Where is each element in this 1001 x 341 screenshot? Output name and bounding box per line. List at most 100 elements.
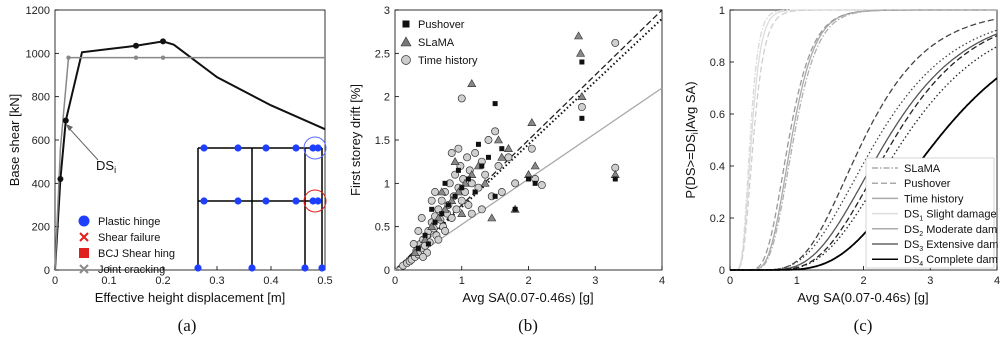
legend-label: SLaMA [418,37,455,49]
panel-b-x-tick-label: 2 [525,275,531,287]
pushover-point [476,142,481,147]
legend-label: Time history [904,193,964,205]
time-history-point [482,171,489,178]
pushover-point [439,211,444,216]
panel-c-x-tick-label: 4 [994,275,1000,287]
panel-b-ylabel: First storey drift [%] [348,84,363,196]
panel-b: 0 1 2 3 400.511.522.53 PushoverSLaMATime his… [348,5,665,335]
panel-a-x-tick-label: 0.1 [101,275,116,287]
legend-square-marker [403,21,410,28]
time-history-point [468,210,475,217]
pushover-point [459,185,464,190]
curve-marker-grey [66,55,70,59]
time-history-point [419,253,426,260]
legend-label: DS4 Complete dam [904,254,998,268]
panel-a-y-tick-label: 200 [32,222,50,234]
panel-c-y-tick-label: 0 [719,265,725,277]
panel-b-y-tick-label: 2.5 [375,48,390,60]
legend-label: Time history [418,55,478,67]
slama-point [531,162,539,169]
legend-label: Joint cracking [98,264,165,276]
panel-c-y-tick-label: 0.4 [710,161,725,173]
time-history-point [428,197,435,204]
hinge [318,264,325,271]
pushover-point [513,207,518,212]
ds-i-arrowhead [66,124,73,131]
time-history-point [441,227,448,234]
pushover-point [446,203,451,208]
panel-a-x-tick-label: 0.4 [263,275,278,287]
legend-label-base: DS [904,209,919,221]
curve-marker [57,176,63,182]
panel-b-y-tick-label: 1 [384,178,390,190]
panel-a-label: (a) [178,316,197,335]
legend-label-base: DS [904,254,919,266]
legend-label: Pushover [418,19,465,31]
panel-c-x-tick-label: 1 [794,275,800,287]
legend-label: DS2 Moderate dam [904,224,997,238]
panel-c-x-tick-label: 0 [727,275,733,287]
curve-marker [160,38,166,44]
time-history-point [458,95,465,102]
legend-label: DS1 Slight damage [904,209,997,223]
pushover-point [493,194,498,199]
panel-a-x-tick-label: 0.3 [209,275,224,287]
panel-c-y-tick-label: 0.6 [710,109,725,121]
pushover-point [486,155,491,160]
slama-point [577,49,585,56]
time-history-point [465,201,472,208]
pushover-point [479,164,484,169]
curve-marker [63,118,69,124]
panel-b-y-tick-label: 2 [384,92,390,104]
pushover-point [416,246,421,251]
panel-b-label: (b) [518,316,538,335]
legend-circle-marker [402,56,411,65]
panel-a-axes-box [55,10,325,270]
panel-a-ticks: 0 0.1 0.2 0.3 0.4 0.5 0 200 400 600 800 1000 1200 [26,5,333,287]
panel-c-y-tick-label: 0.2 [710,213,725,225]
hinge [314,144,321,151]
slama-point [504,145,512,152]
panel-c-ylabel: P(DS>=DSi|Avg SA) [683,81,700,198]
time-history-point [495,162,502,169]
slama-point [468,80,476,87]
panel-c-x-tick-label: 2 [860,275,866,287]
legend-label-rest: Extensive dam [923,239,998,251]
panel-a-legend: Plastic hinge Shear failure BCJ Shear hing… [79,216,176,277]
slama-point [451,158,459,165]
panel-b-x-tick-label: 1 [459,275,465,287]
time-history-point [435,236,442,243]
panel-b-y-tick-label: 0 [384,265,390,277]
panel-c-label: (c) [854,316,873,335]
panel-a-y-tick-label: 0 [44,265,50,277]
time-history-point [505,154,512,161]
slama-point [494,136,502,143]
panel-a-ylabel: Base shear [kN] [7,94,22,187]
hinge [292,197,299,204]
ds-i-annotation: DSi [96,158,116,175]
pushover-point [579,60,584,65]
time-history-point [453,206,460,213]
curve-marker-grey [134,55,138,59]
time-history-point [472,149,479,156]
legend-label: Plastic hinge [98,216,160,228]
pushover-point [466,177,471,182]
pushover-point [453,194,458,199]
time-history-point [612,39,619,46]
panel-a: 0 0.1 0.2 0.3 0.4 0.5 0 200 400 600 800 1000 1200 [7,5,333,335]
pushover-point [526,177,531,182]
panel-a-x-tick-label: 0 [52,275,58,287]
slama-point [488,214,496,221]
time-history-point [578,103,585,110]
time-history-point [485,136,492,143]
hinge [262,197,269,204]
pushover-point [613,177,618,182]
legend-square-marker [79,248,89,258]
panel-b-y-tick-label: 3 [384,5,390,17]
legend-label-base: DS [904,239,919,251]
time-history-point [463,154,470,161]
pushover-point [579,116,584,121]
panel-b-x-tick-label: 4 [659,275,665,287]
panel-c-y-tick-label: 0.8 [710,57,725,69]
